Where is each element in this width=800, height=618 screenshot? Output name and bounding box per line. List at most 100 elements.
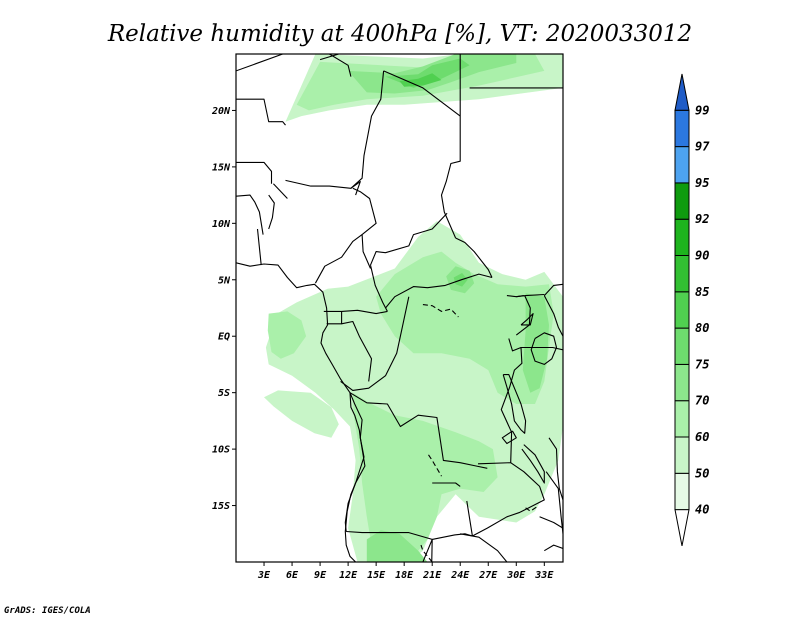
colorbar-level-label: 97: [695, 140, 710, 154]
lake-outline: [525, 505, 540, 512]
colorbar-level-label: 90: [695, 249, 709, 263]
lon-tick-label: 21E: [422, 570, 442, 581]
country-border: [314, 234, 363, 284]
country-border: [350, 70, 385, 189]
colorbar-upper-triangle: [674, 73, 690, 111]
country-border: [545, 471, 563, 534]
humidity-region-70: [366, 530, 428, 562]
humidity-region-60: [376, 251, 554, 404]
country-border: [236, 54, 283, 72]
lat-tick-label: 15S: [212, 501, 230, 512]
lat-tick-label: EQ: [218, 332, 230, 343]
country-border: [236, 194, 264, 235]
coastline: [502, 374, 527, 434]
humidity-region-60: [267, 311, 307, 359]
colorbar-segment: [674, 182, 690, 220]
country-border: [236, 161, 273, 184]
humidity-region-60: [352, 392, 498, 557]
country-border: [521, 346, 563, 351]
country-border: [455, 237, 493, 278]
lat-tick-label: 20N: [211, 106, 231, 117]
colorbar-level-label: 50: [695, 466, 709, 480]
colorbar-segment: [674, 400, 690, 438]
coastline: [520, 313, 534, 326]
country-border: [340, 296, 410, 391]
lon-tick-label: 30E: [506, 570, 526, 581]
lon-tick-label: 27E: [478, 570, 498, 581]
country-border: [543, 295, 563, 337]
lat-tick-label: 15N: [212, 162, 231, 173]
lat-tick-label: 10S: [212, 445, 230, 456]
country-border: [543, 283, 563, 296]
coastline: [521, 444, 545, 484]
lon-tick-label: 33E: [534, 570, 554, 581]
country-border: [385, 273, 493, 309]
country-border: [352, 187, 377, 269]
lat-tick-label: 5N: [218, 275, 231, 286]
colorbar-level-label: 60: [695, 430, 709, 444]
humidity-shading-layer: [264, 54, 563, 562]
country-border: [510, 462, 545, 513]
coastline: [530, 332, 558, 365]
colorbar: 40 50 60 70 75 80 85 90 92 95 97 99: [674, 73, 710, 546]
country-border: [256, 228, 262, 266]
colorbar-level-label: 95: [695, 176, 709, 190]
colorbar-level-label: 99: [695, 103, 709, 117]
country-border: [273, 183, 288, 199]
latitude-axis: 20N 15N 10N 5N EQ 5S 10S 15S: [211, 106, 236, 512]
country-borders-layer: [236, 54, 563, 562]
colorbar-segment: [674, 436, 690, 474]
colorbar-segment: [674, 255, 690, 293]
colorbar-segment: [674, 146, 690, 184]
lon-tick-label: 15E: [367, 570, 386, 581]
colorbar-segment: [674, 109, 690, 148]
coastline: [548, 437, 563, 501]
lake-outline: [422, 304, 459, 318]
country-border: [323, 309, 388, 315]
colorbar-level-label: 70: [695, 394, 709, 408]
humidity-region-80: [399, 73, 442, 87]
country-border: [506, 295, 524, 298]
country-border: [329, 54, 352, 77]
country-border: [432, 482, 461, 487]
coastline: [501, 430, 517, 445]
country-border: [369, 264, 388, 312]
country-border: [268, 194, 275, 230]
country-border: [460, 533, 508, 562]
country-border: [440, 54, 461, 239]
lon-tick-label: 6E: [286, 570, 299, 581]
country-border: [466, 500, 521, 537]
grads-credit: GrADS: IGES/COLA: [4, 606, 91, 616]
map-area: [236, 54, 563, 562]
humidity-region-50: [264, 390, 339, 438]
colorbar-level-label: 40: [695, 503, 709, 517]
colorbar-segment: [674, 363, 690, 402]
colorbar-lower-triangle: [674, 509, 690, 546]
country-border: [236, 98, 286, 126]
colorbar-level-label: 75: [695, 357, 709, 371]
country-border: [369, 212, 448, 266]
map-frame: [235, 53, 564, 563]
map-title: Relative humidity at 400hPa [%], VT: 202…: [107, 21, 692, 47]
lat-tick-label: 10N: [212, 219, 231, 230]
lon-tick-label: 24E: [450, 570, 470, 581]
colorbar-level-label: 92: [695, 212, 709, 226]
country-border: [383, 70, 461, 117]
lon-tick-label: 9E: [314, 570, 327, 581]
country-border: [319, 54, 339, 61]
country-border: [341, 320, 373, 382]
country-border: [544, 544, 563, 552]
colorbar-segment: [674, 291, 690, 329]
lon-tick-label: 3E: [257, 570, 271, 581]
colorbar-segment: [674, 472, 690, 511]
country-border: [349, 392, 488, 469]
lake-outline: [428, 454, 442, 477]
country-border: [508, 338, 523, 388]
colorbar-segment: [674, 327, 690, 365]
lat-tick-label: 5S: [218, 388, 230, 399]
lon-tick-label: 12E: [339, 570, 358, 581]
country-border: [539, 516, 563, 529]
lake-outline: [420, 544, 433, 562]
lon-tick-label: 18E: [395, 570, 414, 581]
